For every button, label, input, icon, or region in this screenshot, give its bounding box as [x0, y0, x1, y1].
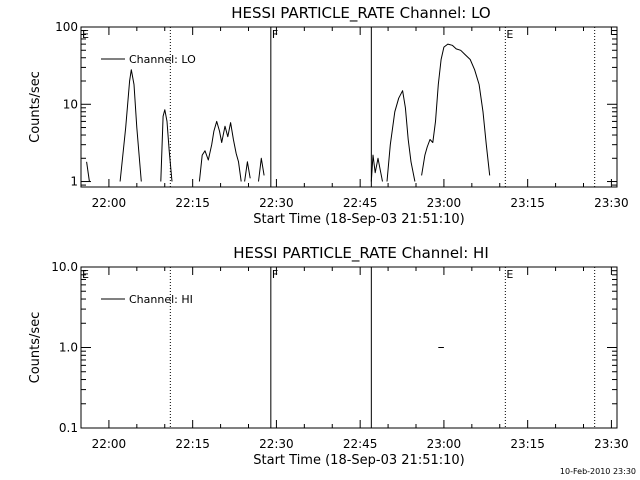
plot-frame	[80, 266, 618, 429]
chart-title: HESSI PARTICLE_RATE Channel: HI	[233, 244, 489, 263]
y-tick-label: 10	[63, 97, 78, 111]
x-tick-label: 22:45	[343, 437, 378, 451]
series-line-segment	[421, 43, 491, 176]
series-line-segment	[198, 120, 242, 182]
y-tick-label: 1.0	[59, 341, 78, 355]
x-tick-label: 22:15	[175, 437, 210, 451]
event-marker-label: E	[506, 268, 513, 281]
x-tick-label: 22:30	[259, 437, 294, 451]
event-marker-label: F	[272, 28, 278, 41]
footer-timestamp: 10-Feb-2010 23:30	[560, 467, 636, 476]
event-marker-label: E	[82, 28, 89, 41]
series-line-segment	[86, 161, 90, 182]
series-line-segment	[160, 109, 173, 182]
y-tick-label: 100	[55, 20, 78, 34]
series-line-segment	[119, 69, 142, 182]
x-axis-label: Start Time (18-Sep-03 21:51:10)	[253, 453, 464, 468]
event-marker-label: F	[272, 268, 278, 281]
x-tick-label: 23:15	[510, 196, 545, 210]
x-tick-label: 22:15	[175, 196, 210, 210]
panel-lo: HESSI PARTICLE_RATE Channel: LO Counts/se…	[28, 4, 629, 227]
chart-title: HESSI PARTICLE_RATE Channel: LO	[231, 4, 490, 23]
y-axis-label: Counts/sec	[28, 71, 43, 143]
series-line-segment	[386, 90, 416, 182]
x-tick-label: 23:30	[594, 437, 629, 451]
legend-label: Channel: HI	[129, 293, 193, 306]
series-line-segment	[370, 154, 383, 182]
y-tick-label: 10.0	[51, 260, 78, 274]
x-tick-label: 22:30	[259, 196, 294, 210]
series-line-segment	[244, 161, 251, 182]
event-marker-label: E	[506, 28, 513, 41]
x-tick-label: 22:00	[92, 437, 127, 451]
x-axis-label: Start Time (18-Sep-03 21:51:10)	[253, 212, 464, 227]
y-axis-label: Counts/sec	[28, 312, 43, 384]
series-line-segment	[258, 157, 265, 182]
x-tick-label: 22:45	[343, 196, 378, 210]
x-tick-label: 23:30	[594, 196, 629, 210]
x-tick-label: 22:00	[92, 196, 127, 210]
event-marker-label: E	[82, 268, 89, 281]
plot-frame	[80, 26, 618, 188]
y-tick-label: 0.1	[59, 421, 78, 435]
y-tick-label: 1	[70, 175, 78, 189]
legend-label: Channel: LO	[129, 53, 196, 66]
x-tick-label: 23:00	[427, 437, 462, 451]
panel-hi: HESSI PARTICLE_RATE Channel: HI Counts/se…	[28, 244, 629, 468]
x-tick-label: 23:15	[510, 437, 545, 451]
x-tick-label: 23:00	[427, 196, 462, 210]
